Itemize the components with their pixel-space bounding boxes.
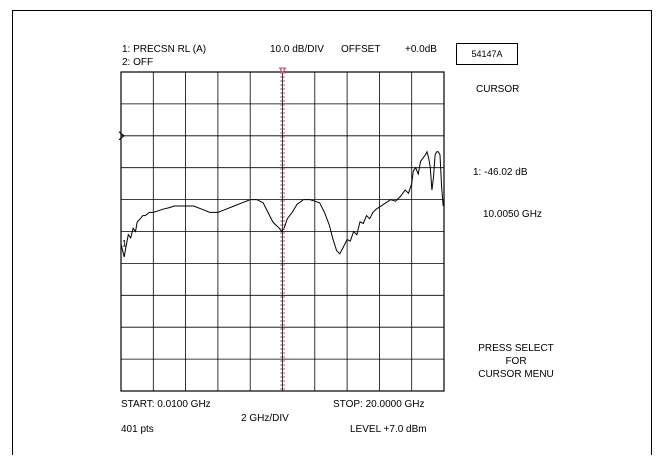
cursor-readout-value: 1: -46.02 dB (473, 167, 528, 178)
offset-value: +0.0dB (405, 44, 437, 55)
cursor-menu-prompt-line3: CURSOR MENU (478, 369, 554, 380)
trace-label-1: 1 (122, 238, 127, 248)
cursor-triangle-icon (278, 67, 287, 74)
offset-label: OFFSET (341, 44, 381, 55)
graticule (120, 71, 445, 392)
channel2-label: 2: OFF (122, 57, 154, 68)
vertical-scale: 10.0 dB/DIV (270, 44, 324, 55)
cursor-title: CURSOR (476, 84, 520, 95)
screen-frame (12, 10, 652, 455)
point-count: 401 pts (121, 424, 154, 435)
stop-frequency: STOP: 20.0000 GHz (333, 399, 425, 410)
start-frequency: START: 0.0100 GHz (121, 399, 211, 410)
model-badge: 54147A (456, 43, 518, 65)
horizontal-scale: 2 GHz/DIV (241, 413, 289, 424)
cursor-readout-frequency: 10.0050 GHz (483, 209, 542, 220)
channel1-label: 1: PRECSN RL (A) (122, 44, 207, 55)
source-level: LEVEL +7.0 dBm (350, 424, 427, 435)
trace-line-1 (120, 150, 445, 258)
cursor-menu-prompt-line2: FOR (505, 356, 527, 367)
reference-arrow-icon (118, 131, 125, 141)
cursor-menu-prompt-line1: PRESS SELECT (478, 343, 554, 354)
